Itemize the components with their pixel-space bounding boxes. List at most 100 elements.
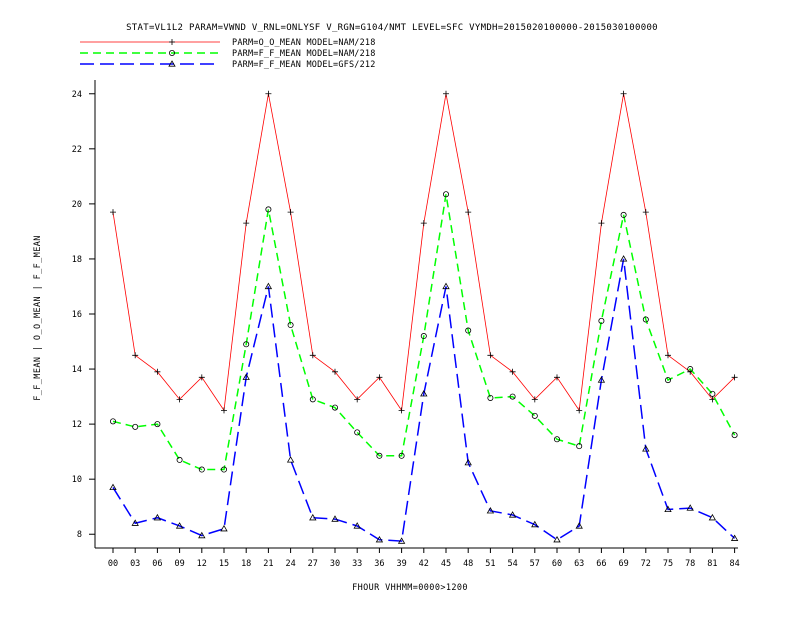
data-point-plus-marker [169, 39, 175, 45]
x-tick-label: 54 [507, 559, 517, 569]
data-point-circle-marker [576, 443, 583, 450]
data-point-plus-marker [665, 352, 671, 359]
data-point-circle-marker [309, 396, 316, 403]
data-point-circle-marker [731, 432, 738, 439]
x-tick-label: 12 [197, 559, 207, 569]
data-point-circle-marker [176, 456, 183, 463]
y-tick-label: 16 [72, 310, 82, 320]
data-point-circle-marker [554, 436, 561, 443]
legend-label: PARM=F_F_MEAN MODEL=NAM/218 [232, 49, 376, 59]
data-point-triangle-marker [442, 282, 450, 290]
data-point-circle-marker [620, 211, 627, 218]
data-point-triangle-marker [397, 537, 406, 544]
x-tick-label: 60 [552, 559, 562, 569]
y-axis-ticks: 8 10 12 14 16 18 20 22 24 [72, 90, 95, 540]
data-point-triangle-marker [353, 522, 361, 529]
data-point-circle-marker [531, 412, 538, 419]
x-tick-label: 63 [574, 559, 584, 569]
x-tick-label: 66 [596, 559, 606, 569]
data-point-plus-marker [554, 374, 560, 381]
data-point-circle-marker [265, 206, 272, 213]
legend-label: PARM=O_O_MEAN MODEL=NAM/218 [232, 38, 376, 48]
x-tick-label: 24 [285, 559, 295, 569]
data-point-triangle-marker [309, 513, 317, 521]
data-point-plus-marker [465, 209, 472, 216]
data-point-circle-marker [665, 377, 672, 384]
x-tick-label: 51 [485, 559, 495, 569]
data-point-triangle-marker [619, 255, 628, 262]
data-point-plus-marker [287, 209, 294, 216]
data-point-plus-marker [398, 407, 405, 414]
y-tick-label: 22 [72, 145, 82, 155]
data-point-triangle-marker [597, 376, 606, 383]
data-point-circle-marker [509, 393, 516, 400]
x-tick-label: 06 [152, 559, 162, 569]
data-point-plus-marker [376, 374, 383, 381]
series-line [112, 258, 736, 542]
data-point-plus-marker [620, 90, 627, 97]
data-point-triangle-marker [708, 513, 717, 521]
x-tick-label: 18 [241, 559, 251, 569]
data-point-circle-marker [598, 317, 605, 324]
y-tick-label: 10 [72, 475, 82, 485]
data-point-triangle-marker [242, 373, 250, 380]
data-point-plus-marker [598, 220, 605, 227]
data-point-plus-marker [642, 209, 649, 216]
data-point-plus-marker [576, 407, 583, 414]
data-point-circle-marker [709, 390, 716, 397]
x-tick-label: 30 [330, 559, 340, 569]
x-tick-label: 57 [530, 559, 540, 569]
x-tick-label: 27 [308, 559, 318, 569]
legend-item: PARM=F_F_MEAN MODEL=NAM/218 [80, 49, 376, 59]
data-point-circle-marker [331, 404, 338, 411]
data-point-plus-marker [132, 352, 139, 359]
data-point-plus-marker [531, 396, 538, 403]
data-point-plus-marker [110, 209, 116, 216]
data-point-circle-marker [420, 333, 427, 340]
data-point-triangle-marker [198, 531, 206, 539]
data-point-triangle-marker [331, 515, 339, 522]
data-point-triangle-marker [286, 456, 295, 463]
data-point-circle-marker [287, 322, 294, 329]
data-point-triangle-marker [109, 483, 117, 491]
data-point-circle-marker [398, 452, 405, 459]
x-tick-label: 09 [174, 559, 184, 569]
data-point-circle-marker [687, 366, 694, 373]
series-line [112, 93, 735, 412]
data-point-triangle-marker [153, 513, 162, 521]
x-tick-label: 48 [463, 559, 473, 569]
series-layer [109, 90, 739, 544]
data-point-triangle-marker [464, 458, 472, 466]
data-point-triangle-marker [508, 511, 517, 518]
series-group [110, 90, 738, 414]
series-group [110, 191, 738, 473]
data-point-plus-marker [487, 352, 494, 359]
data-point-circle-marker [376, 452, 383, 459]
data-point-triangle-marker [664, 505, 672, 513]
y-tick-label: 20 [72, 200, 82, 210]
data-point-plus-marker [243, 220, 250, 227]
x-tick-label: 78 [685, 559, 695, 569]
data-point-triangle-marker [264, 282, 273, 290]
data-point-circle-marker [132, 423, 139, 430]
x-tick-label: 69 [618, 559, 628, 569]
data-point-plus-marker [265, 90, 272, 97]
y-tick-label: 12 [72, 420, 82, 430]
x-axis-ticks: 00 03 06 09 12 15 18 21 24 27 30 33 36 39 42 45 48 51 54 57… [108, 548, 740, 569]
y-axis-label: F_F_MEAN | O_O_MEAN | F_F_MEAN [33, 235, 43, 401]
data-point-plus-marker [709, 396, 716, 403]
data-point-plus-marker [198, 374, 205, 381]
data-point-triangle-marker [531, 520, 539, 528]
data-point-plus-marker [332, 368, 338, 375]
y-tick-label: 24 [72, 90, 82, 100]
legend: PARM=O_O_MEAN MODEL=NAM/218PARM=F_F_MEAN… [80, 38, 376, 70]
legend-label: PARM=F_F_MEAN MODEL=GFS/212 [232, 60, 376, 70]
data-point-plus-marker [509, 368, 516, 375]
data-point-triangle-marker [642, 445, 650, 452]
data-point-plus-marker [176, 396, 183, 403]
y-tick-label: 18 [72, 255, 82, 265]
data-point-triangle-marker [220, 524, 228, 532]
data-point-triangle-marker [375, 535, 384, 543]
data-point-triangle-marker [168, 60, 176, 67]
